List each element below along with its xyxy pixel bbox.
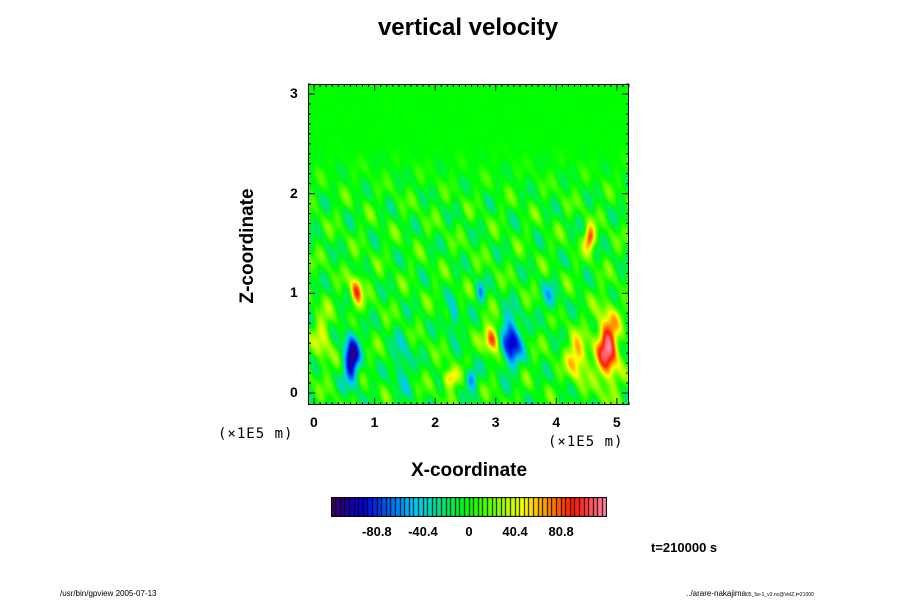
x-tick-label: 1 <box>370 414 379 430</box>
y-axis-scale-note: (×1E5 m) <box>218 426 294 442</box>
colorbar-tick-label: 40.4 <box>502 524 528 539</box>
heatmap-plot-area <box>308 84 629 405</box>
colorbar-tick-label: 80.8 <box>548 524 574 539</box>
x-tick-label: 2 <box>431 414 439 430</box>
x-tick-label: 0 <box>310 414 318 430</box>
footer-left: /usr/bin/gpview 2005-07-13 <box>60 589 157 598</box>
time-label: t=210000 s <box>651 540 718 555</box>
plot-frame <box>308 84 629 405</box>
colorbar <box>331 497 607 517</box>
x-axis-label: X-coordinate <box>410 460 528 481</box>
y-axis-label: Z-coordinate <box>237 188 258 304</box>
chart-title: vertical velocity <box>377 14 559 41</box>
x-tick-label: 4 <box>552 414 561 430</box>
footer-right: ../arare-nakajima05_5e-1_v3.nc@VelZ,t=21… <box>686 589 814 598</box>
y-tick-label: 1 <box>290 284 298 301</box>
y-tick-label: 0 <box>290 384 298 401</box>
colorbar-tick-label: -80.8 <box>362 524 392 539</box>
x-axis-scale-note: (×1E5 m) <box>548 434 624 450</box>
x-tick-label: 3 <box>491 414 500 430</box>
colorbar-tick-label: 0 <box>465 524 473 539</box>
y-tick-label: 2 <box>290 184 298 201</box>
y-tick-label: 3 <box>290 84 298 101</box>
x-tick-label: 5 <box>612 414 621 430</box>
colorbar-tick-label: -40.4 <box>408 524 438 539</box>
footer-right-sub: 05_5e-1_v3.nc@VelZ,t=21000 <box>746 592 814 598</box>
footer-right-main: ../arare-nakajima <box>686 589 747 598</box>
